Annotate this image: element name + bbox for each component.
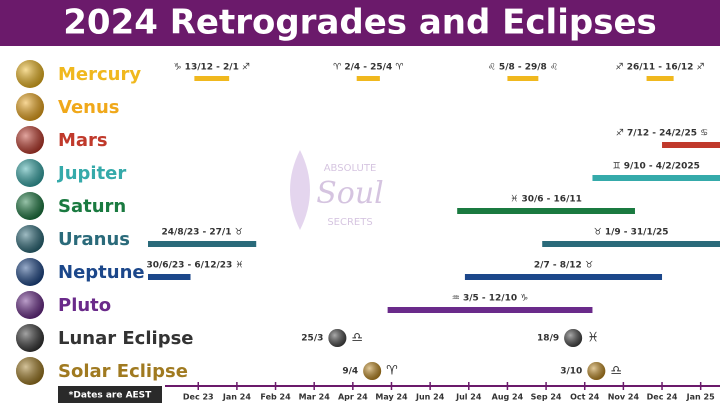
period-label: ♑ 13/12 - 2/1 ♐ xyxy=(173,63,250,73)
planet-shade xyxy=(16,291,44,319)
eclipse-sign: ♎ xyxy=(351,331,363,346)
planet-shade xyxy=(16,357,44,385)
planet-shade xyxy=(16,159,44,187)
period-label: ♐ 7/12 - 24/2/25 ♋ xyxy=(616,129,708,139)
period-label: 24/8/23 - 27/1 ♉ xyxy=(162,228,243,238)
period-label: 2/7 - 8/12 ♉ xyxy=(534,261,593,271)
chart-title: 2024 Retrogrades and Eclipses xyxy=(63,3,657,43)
period-bar xyxy=(662,142,720,148)
period-bar xyxy=(646,76,674,81)
period-label: ♈ 2/4 - 25/4 ♈ xyxy=(333,63,403,73)
watermark: ABSOLUTE Soul SECRETS xyxy=(290,150,384,230)
period-bar xyxy=(507,76,539,81)
period-bar xyxy=(148,274,191,280)
eclipse-shade xyxy=(564,329,583,347)
note: *Dates are AEST xyxy=(69,391,152,401)
period-label: ♌ 5/8 - 29/8 ♌ xyxy=(488,63,558,73)
x-tick-label: Jun 24 xyxy=(415,393,445,402)
x-tick-label: May 24 xyxy=(375,393,408,402)
period-label: ♒ 3/5 - 12/10 ♑ xyxy=(452,294,529,304)
legend-label: Neptune xyxy=(58,262,145,283)
eclipse-date: 25/3 xyxy=(301,334,323,344)
period-label: 30/6/23 - 6/12/23 ♓ xyxy=(147,261,244,271)
x-tick-label: Aug 24 xyxy=(492,393,524,402)
watermark-text: SECRETS xyxy=(327,217,372,228)
period-bar xyxy=(194,76,230,81)
planet-shade xyxy=(16,192,44,220)
header-band xyxy=(0,0,720,46)
period-bar xyxy=(542,241,720,247)
legend-label: Uranus xyxy=(58,229,130,250)
legend-label: Mercury xyxy=(58,64,141,85)
period-label: ♊ 9/10 - 4/2/2025 xyxy=(613,162,700,172)
eclipse-date: 9/4 xyxy=(342,367,358,377)
period-label: ♓ 30/6 - 16/11 xyxy=(510,195,582,205)
period-bar xyxy=(148,241,257,247)
watermark-text: Soul xyxy=(316,176,384,211)
x-tick-label: Sep 24 xyxy=(531,393,562,402)
period-bar xyxy=(387,307,593,313)
eclipse-shade xyxy=(363,362,382,380)
planet-shade xyxy=(16,258,44,286)
x-tick-label: Mar 24 xyxy=(299,393,331,402)
x-tick-label: Apr 24 xyxy=(338,393,368,402)
watermark-text: ABSOLUTE xyxy=(324,163,377,174)
legend-label: Jupiter xyxy=(56,163,126,184)
planet-shade xyxy=(16,324,44,352)
period-bar xyxy=(457,208,635,214)
x-tick-label: Dec 24 xyxy=(647,393,678,402)
period-bar xyxy=(356,76,380,81)
note-box xyxy=(58,386,162,403)
planet-shade xyxy=(16,225,44,253)
legend-label: Solar Eclipse xyxy=(58,361,188,382)
x-tick-label: Oct 24 xyxy=(570,393,600,402)
eclipse-shade xyxy=(328,329,347,347)
period-bar xyxy=(592,175,720,181)
x-tick-label: Nov 24 xyxy=(608,393,640,402)
legend-label: Venus xyxy=(58,97,120,118)
eclipse-date: 3/10 xyxy=(560,367,582,377)
watermark-wing xyxy=(290,150,310,230)
period-label: ♉ 1/9 - 31/1/25 xyxy=(594,228,669,238)
planet-shade xyxy=(16,60,44,88)
x-tick-label: Jan 24 xyxy=(222,393,251,402)
x-tick-label: Dec 23 xyxy=(183,393,214,402)
legend-label: Saturn xyxy=(58,196,126,217)
x-tick-label: Jan 25 xyxy=(686,393,715,402)
eclipse-sign: ♓ xyxy=(587,331,599,346)
legend-label: Pluto xyxy=(58,295,111,316)
period-bar xyxy=(464,274,663,280)
x-tick-label: Jul 24 xyxy=(455,393,482,402)
eclipse-sign: ♎ xyxy=(610,364,622,379)
eclipse-date: 18/9 xyxy=(537,334,559,344)
eclipse-shade xyxy=(587,362,606,380)
planet-shade xyxy=(16,93,44,121)
x-tick-label: Feb 24 xyxy=(260,393,291,402)
planet-shade xyxy=(16,126,44,154)
legend-label: Lunar Eclipse xyxy=(58,328,194,349)
period-label: ♐ 26/11 - 16/12 ♐ xyxy=(616,63,705,73)
legend-label: Mars xyxy=(58,130,108,151)
eclipse-sign: ♈ xyxy=(386,364,398,379)
